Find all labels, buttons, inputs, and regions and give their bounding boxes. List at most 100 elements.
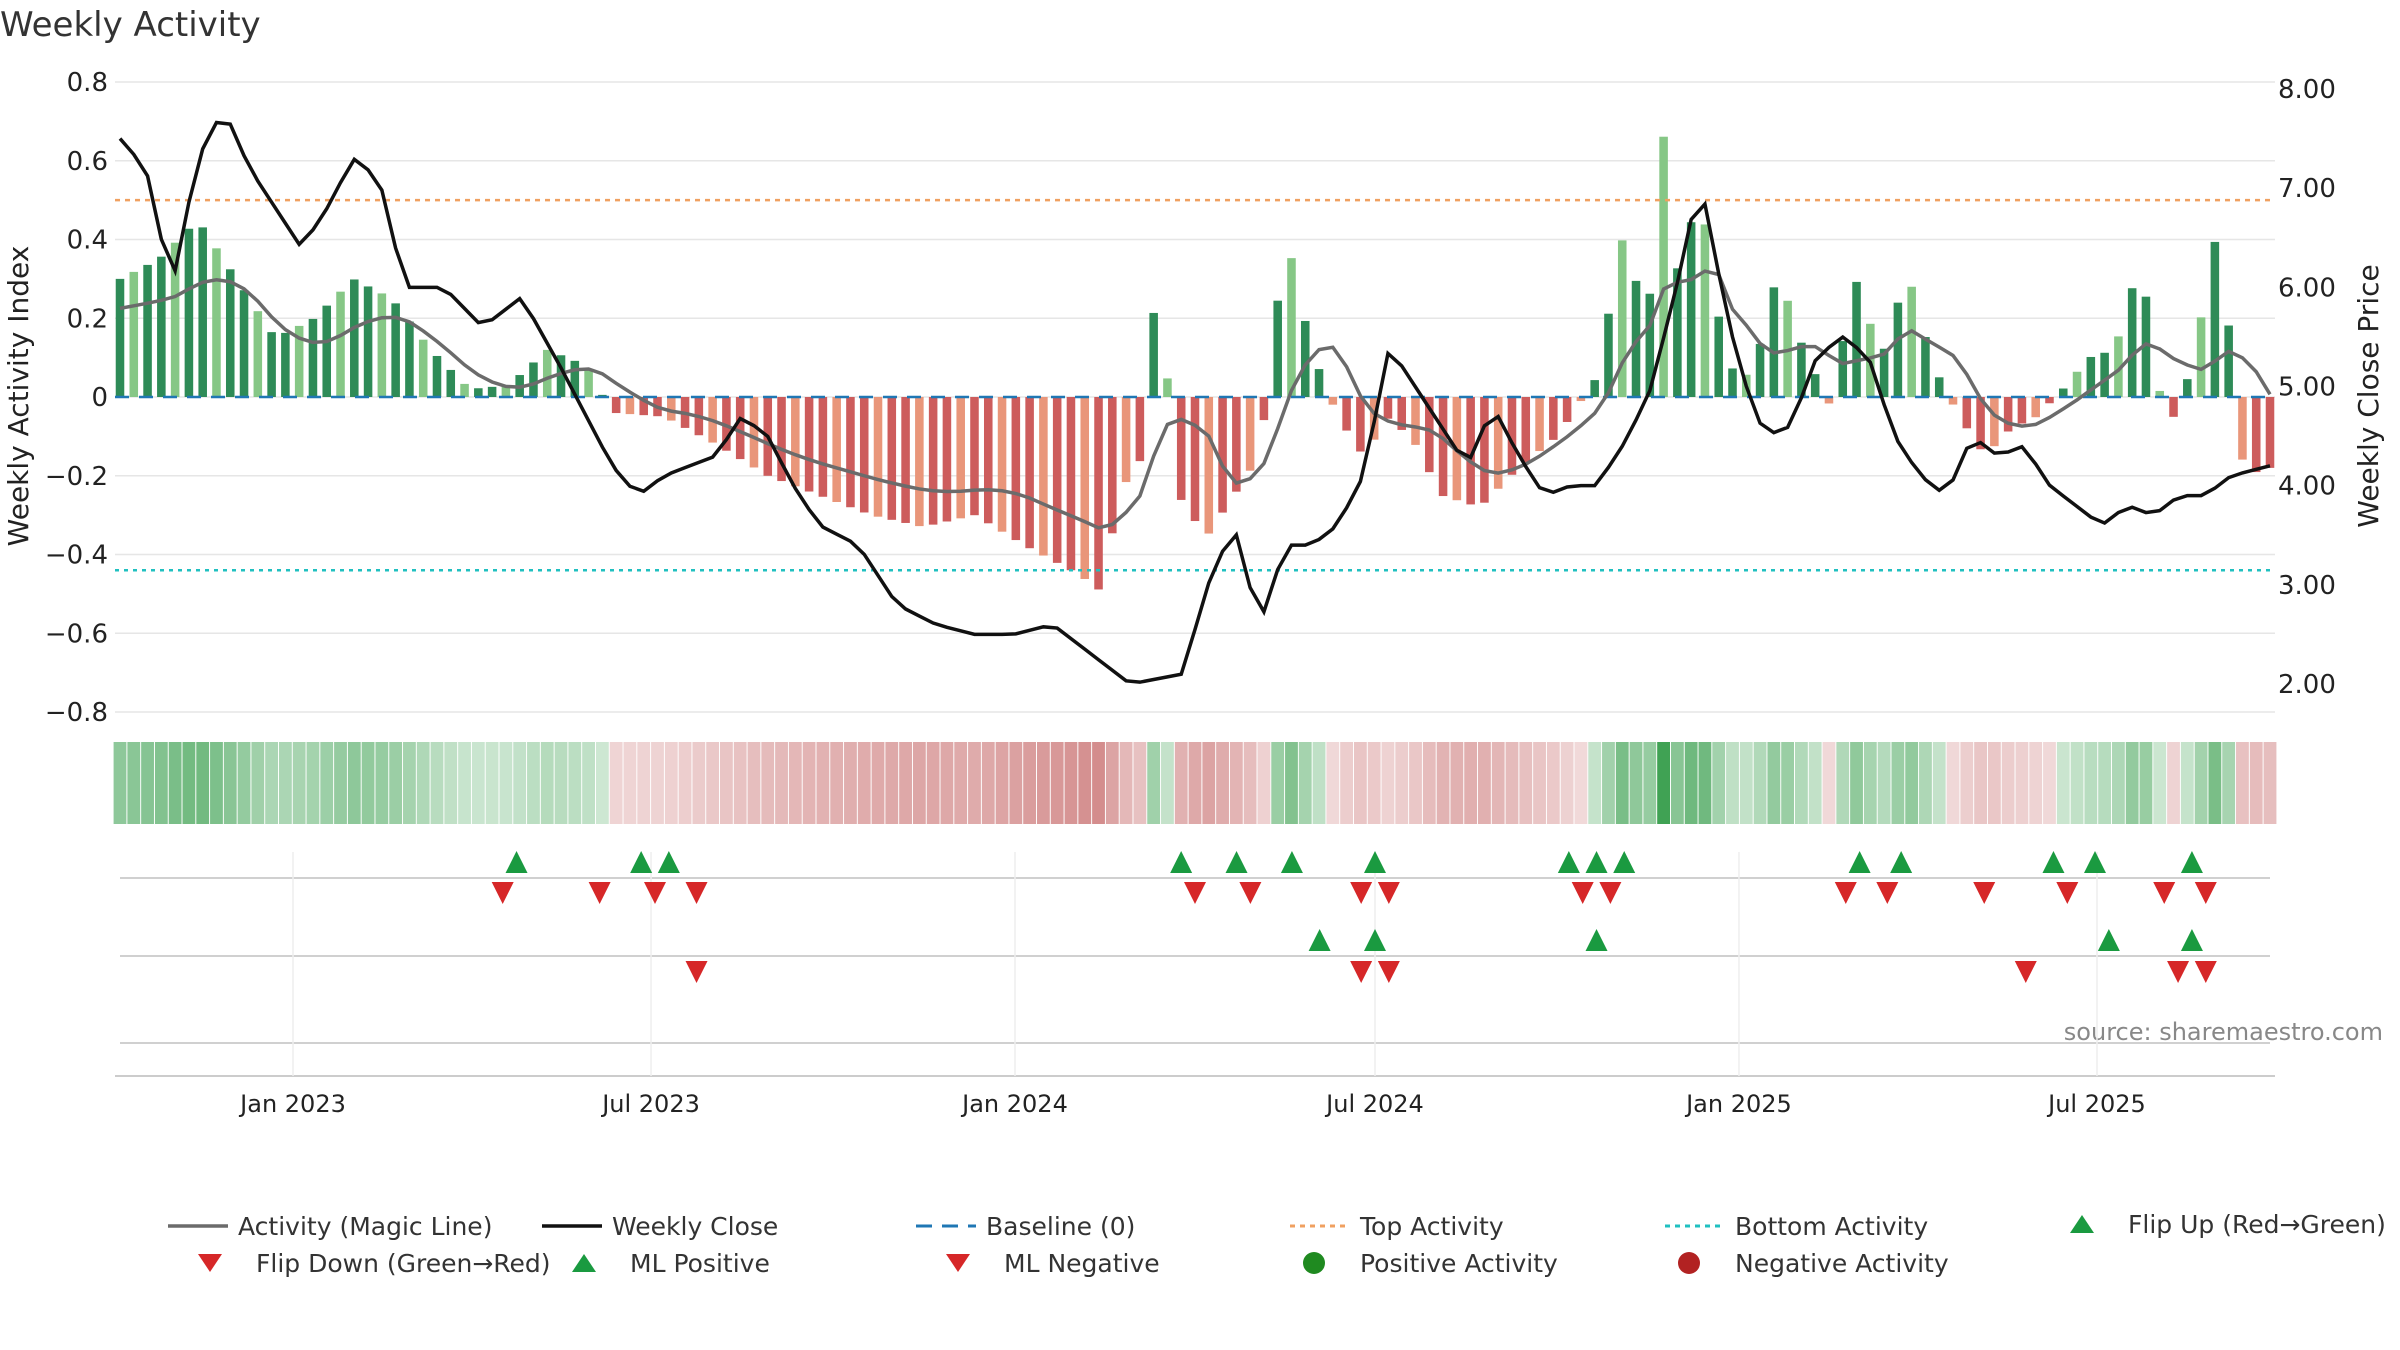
heat-strip-cell — [1919, 742, 1932, 824]
heat-strip-cell — [168, 742, 182, 824]
activity-bar — [1259, 397, 1269, 421]
activity-bar — [2238, 397, 2247, 460]
x-tick-label: Jan 2025 — [1684, 1090, 1792, 1118]
activity-bar — [556, 355, 566, 397]
heat-strip-cell — [237, 742, 251, 824]
activity-bar — [1824, 397, 1834, 404]
activity-bar — [1590, 380, 1599, 397]
heat-strip-cell — [899, 742, 912, 824]
heat-strip-cell — [347, 742, 361, 824]
heat-strip-cell — [485, 742, 499, 824]
activity-bar — [460, 383, 469, 397]
heat-strip-cell — [1974, 742, 1987, 824]
heat-strip-cell — [637, 742, 651, 824]
activity-bar — [446, 369, 456, 397]
activity-bar — [143, 264, 152, 397]
activity-bar — [722, 397, 731, 451]
heat-strip-cell — [1464, 742, 1478, 824]
legend-label: Weekly Close — [612, 1212, 778, 1241]
legend-label: Baseline (0) — [986, 1212, 1135, 1241]
y-tick-right: 4.00 — [2278, 472, 2336, 502]
flip-down-marker — [588, 882, 611, 904]
heat-strip-cell — [733, 742, 747, 824]
heat-strip-cell — [2194, 742, 2208, 824]
flip-up-marker — [630, 851, 653, 873]
activity-bar — [1948, 397, 1958, 405]
activity-bar — [1273, 300, 1282, 397]
activity-bar — [1769, 287, 1779, 397]
heat-strip-cell — [416, 742, 430, 824]
heat-strip-cell — [361, 742, 375, 824]
activity-bar — [363, 286, 373, 397]
activity-bar — [1245, 397, 1255, 471]
activity-bar — [2100, 352, 2109, 397]
heat-strip-cell — [223, 742, 237, 824]
heat-strip-cell — [595, 742, 609, 824]
activity-bar — [336, 291, 345, 397]
activity-bar — [1287, 258, 1296, 397]
heat-strip-cell — [513, 742, 527, 824]
activity-bar — [1493, 397, 1503, 489]
heat-strip-cell — [1409, 742, 1422, 824]
heat-strip-cell — [141, 742, 154, 824]
heat-strip-cell — [1905, 742, 1919, 824]
activity-bar — [1838, 341, 1848, 397]
heat-strip-cell — [444, 742, 458, 824]
activity-bar — [804, 397, 814, 492]
heat-strip-cell — [1698, 742, 1712, 824]
heat-strip-cell — [2084, 742, 2098, 824]
legend-label: Flip Down (Green→Red) — [256, 1249, 551, 1278]
activity-bar — [2141, 296, 2151, 397]
legend: Activity (Magic Line) Weekly Close Baselin… — [168, 1210, 2386, 1278]
activity-bar — [1673, 268, 1682, 397]
heat-strip-cell — [720, 742, 733, 824]
heat-strip-cell — [1795, 742, 1808, 824]
heat-strip-cell — [1381, 742, 1395, 824]
legend-item: Baseline (0) — [916, 1212, 1135, 1241]
heat-strip-cell — [1615, 742, 1629, 824]
heat-strip-cell — [1243, 742, 1257, 824]
heat-strip-cell — [2180, 742, 2194, 824]
activity-bar — [2072, 371, 2082, 397]
heat-strip-cell — [582, 742, 595, 824]
activity-bar — [1190, 397, 1200, 522]
heat-strip-cell — [1312, 742, 1326, 824]
y-tick-right: 2.00 — [2278, 670, 2336, 700]
activity-bar — [1962, 397, 1972, 429]
activity-bar — [928, 397, 938, 525]
heat-strip-cell — [1850, 742, 1863, 824]
heat-strip-cell — [706, 742, 720, 824]
legend-label: Bottom Activity — [1735, 1212, 1928, 1241]
heat-strip-cell — [775, 742, 788, 824]
heat-strip-cell — [678, 742, 692, 824]
heat-strip-cell — [278, 742, 292, 824]
heat-strip-cell — [1767, 742, 1781, 824]
y-tick-right: 3.00 — [2278, 571, 2336, 601]
heat-strip-cell — [912, 742, 926, 824]
activity-bar — [2017, 397, 2027, 424]
ml-negative-marker — [2014, 961, 2037, 983]
activity-bar — [418, 339, 428, 397]
heat-strip-cell — [1491, 742, 1505, 824]
ml-positive-marker — [1308, 929, 1331, 951]
heat-strip-cell — [926, 742, 940, 824]
flip-up-marker — [2084, 851, 2106, 873]
heat-strip-cell — [1863, 742, 1877, 824]
legend-swatch — [2070, 1215, 2094, 1233]
activity-bar — [1480, 397, 1489, 503]
activity-bar — [2251, 397, 2261, 473]
y-tick-left: 0.8 — [67, 68, 108, 98]
activity-bar — [2210, 241, 2220, 397]
y-tick-left: −0.4 — [45, 541, 108, 571]
activity-bar — [198, 227, 207, 397]
x-tick-label: Jan 2023 — [238, 1090, 346, 1118]
heat-strip-cell — [2153, 742, 2167, 824]
activity-bar — [1797, 342, 1806, 397]
flip-up-marker — [1364, 851, 1386, 873]
heat-strip-cell — [1092, 742, 1105, 824]
activity-bar — [791, 397, 800, 487]
heat-strip-cell — [1657, 742, 1670, 824]
activity-bar — [1052, 397, 1062, 563]
heat-strip-cell — [527, 742, 540, 824]
heat-strip-cell — [334, 742, 347, 824]
